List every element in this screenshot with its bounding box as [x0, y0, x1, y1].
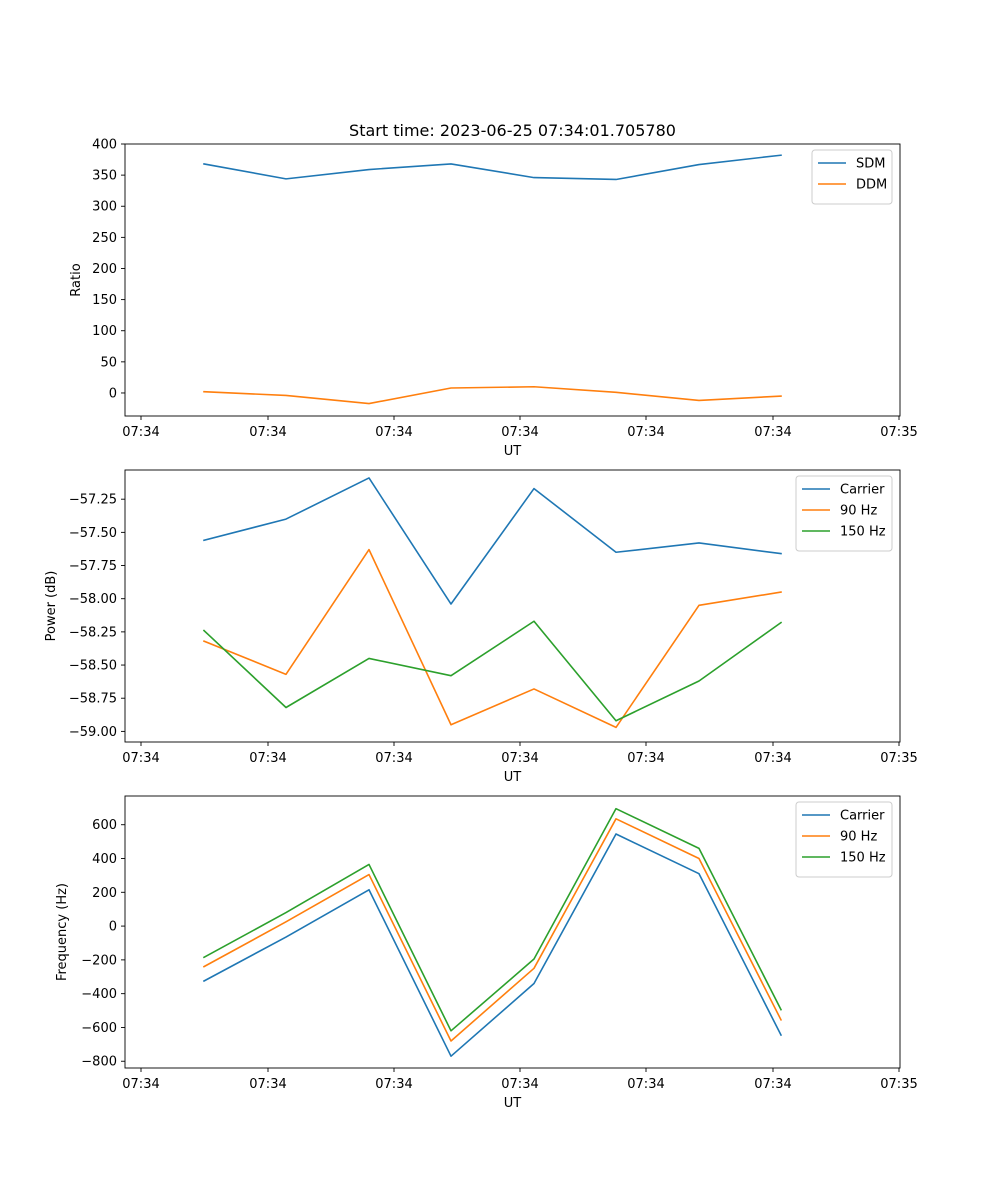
y-tick-label: 300: [92, 200, 117, 215]
series-line-carrier: [202, 833, 783, 1057]
legend-box: [795, 801, 893, 878]
x-tick-label: 07:34: [754, 425, 791, 440]
x-tick-label: 07:35: [880, 751, 917, 766]
legend-label: 90 Hz: [840, 504, 877, 519]
y-tick-label: −57.75: [69, 559, 117, 574]
legend-label: Carrier: [840, 809, 885, 824]
x-tick-label: 07:34: [754, 751, 791, 766]
axes-frame: [124, 143, 901, 417]
chart-panel-3: 07:34 07:34 07:34 07:34 07:34 07:34 07:35 −800 −…: [55, 795, 918, 1111]
x-tick-label: 07:34: [627, 1077, 664, 1092]
x-tick-label: 07:34: [122, 751, 159, 766]
x-tick-label: 07:34: [375, 1077, 412, 1092]
y-tick-label: 200: [92, 886, 117, 901]
x-axis-label: UT: [504, 1096, 522, 1111]
legend-box: [795, 475, 893, 552]
x-axis-label: UT: [504, 444, 522, 459]
x-tick-label: 07:34: [627, 425, 664, 440]
axes-frame: [124, 469, 901, 743]
x-tick-label: 07:35: [880, 1077, 917, 1092]
y-tick-label: −58.00: [69, 592, 117, 607]
x-tick-label: 07:34: [627, 751, 664, 766]
series-line-sdm: [203, 154, 782, 181]
y-axis-label: Ratio: [69, 263, 84, 296]
y-tick-label: 400: [92, 138, 117, 153]
y-tick-label: −800: [81, 1055, 117, 1070]
y-tick-label: 0: [109, 920, 117, 935]
series-line-150-hz: [202, 620, 783, 722]
y-tick-label: 350: [92, 169, 117, 184]
y-tick-label: 50: [100, 355, 117, 370]
y-tick-label: −57.25: [69, 493, 117, 508]
y-tick-label: −200: [81, 953, 117, 968]
x-tick-label: 07:34: [501, 1077, 538, 1092]
chart-panel-1: Start time: 2023-06-25 07:34:01.705780 07…: [69, 121, 918, 459]
series-line-ddm: [203, 385, 782, 405]
x-tick-label: 07:34: [249, 1077, 286, 1092]
x-tick-label: 07:34: [501, 751, 538, 766]
y-tick-label: 150: [92, 293, 117, 308]
y-tick-label: −58.50: [69, 659, 117, 674]
series-line-carrier: [203, 477, 782, 605]
legend: Carrier 90 Hz 150 Hz: [795, 801, 893, 878]
chart-title: Start time: 2023-06-25 07:34:01.705780: [349, 121, 676, 140]
x-tick-label: 07:34: [122, 425, 159, 440]
x-tick-label: 07:34: [122, 1077, 159, 1092]
legend-label: 90 Hz: [840, 830, 877, 845]
y-tick-label: −400: [81, 987, 117, 1002]
y-tick-label: −57.50: [69, 526, 117, 541]
y-axis-label: Frequency (Hz): [55, 883, 70, 981]
legend-label: SDM: [856, 157, 885, 172]
y-tick-label: −600: [81, 1021, 117, 1036]
legend: Carrier 90 Hz 150 Hz: [795, 475, 893, 552]
chart-panel-2: 07:34 07:34 07:34 07:34 07:34 07:34 07:35 −59.0…: [44, 469, 918, 785]
x-tick-label: 07:34: [754, 1077, 791, 1092]
y-tick-label: −58.75: [69, 692, 117, 707]
y-tick-label: 100: [92, 324, 117, 339]
y-tick-label: 0: [109, 386, 117, 401]
axes-frame: [124, 795, 901, 1069]
legend: SDM DDM: [811, 149, 893, 205]
legend-label: 150 Hz: [840, 851, 886, 866]
y-tick-label: −59.00: [69, 725, 117, 740]
legend-label: Carrier: [840, 483, 885, 498]
y-tick-label: 200: [92, 262, 117, 277]
legend-label: 150 Hz: [840, 525, 886, 540]
legend-label: DDM: [856, 178, 887, 193]
series-line-150-hz: [202, 807, 783, 1032]
x-tick-label: 07:35: [880, 425, 917, 440]
x-axis-label: UT: [504, 770, 522, 785]
x-tick-label: 07:34: [375, 751, 412, 766]
series-line-90-hz: [202, 818, 783, 1042]
x-tick-label: 07:34: [501, 425, 538, 440]
x-tick-label: 07:34: [249, 751, 286, 766]
y-tick-label: 400: [92, 852, 117, 867]
series-line-90-hz: [202, 548, 782, 729]
x-tick-label: 07:34: [249, 425, 286, 440]
y-tick-label: −58.25: [69, 625, 117, 640]
y-tick-label: 250: [92, 231, 117, 246]
y-axis-label: Power (dB): [44, 571, 59, 642]
y-tick-label: 600: [92, 818, 117, 833]
x-tick-label: 07:34: [375, 425, 412, 440]
